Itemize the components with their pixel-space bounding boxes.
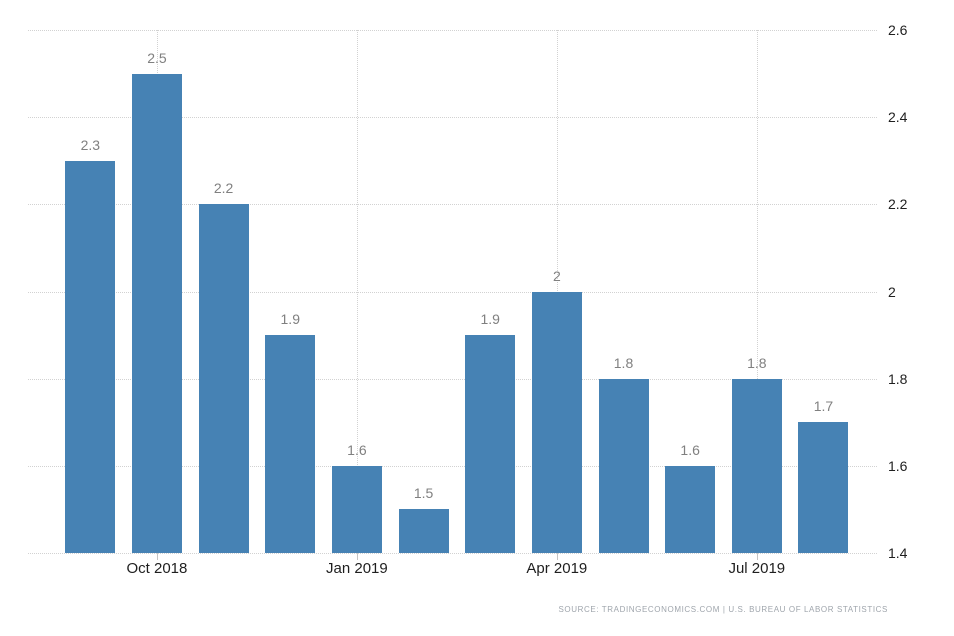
bar-value-label: 1.8 — [747, 354, 767, 371]
gridline-h — [28, 117, 877, 119]
x-axis-tick-mark — [556, 553, 558, 560]
bar-value-label: 1.7 — [813, 398, 834, 415]
bar-value-label: 2.2 — [213, 180, 234, 197]
x-axis-tick-label: Jan 2019 — [326, 560, 388, 577]
bar-6[interactable] — [465, 335, 516, 553]
bar-value-label: 1.9 — [480, 311, 500, 328]
gridline-h — [28, 30, 877, 31]
bar-value-label: 2.5 — [147, 49, 167, 66]
bar-value-label: 2.3 — [80, 136, 101, 153]
y-axis-tick-label: 1.4 — [888, 545, 908, 561]
y-axis-tick-label: 2.2 — [888, 196, 908, 213]
bar-5[interactable] — [398, 509, 449, 553]
y-axis-tick-label: 1.8 — [888, 370, 908, 387]
gridline-v — [756, 30, 758, 553]
x-axis-tick-mark — [756, 553, 758, 560]
y-axis-tick-label: 2.4 — [888, 109, 908, 126]
bar-value-label: 1.6 — [347, 441, 367, 458]
y-axis-tick-label: 2 — [888, 283, 896, 300]
bar-10[interactable] — [731, 378, 782, 553]
bar-4[interactable] — [331, 465, 382, 553]
gridline-h — [28, 465, 877, 467]
bar-2[interactable] — [198, 204, 249, 553]
bar-value-label: 1.8 — [613, 354, 634, 371]
bar-value-label: 1.6 — [680, 441, 700, 458]
bar-11[interactable] — [798, 422, 849, 553]
y-axis-tick-label: 2.6 — [888, 22, 908, 38]
gridline-h — [28, 204, 877, 206]
x-axis-tick-mark — [356, 553, 358, 560]
bar-3[interactable] — [265, 335, 316, 553]
gridline-h — [28, 553, 877, 554]
bar-0[interactable] — [65, 160, 116, 553]
source-attribution: SOURCE: TRADINGECONOMICS.COM | U.S. BURE… — [558, 605, 888, 614]
gridline-v — [356, 30, 358, 553]
bar-value-label: 1.5 — [413, 485, 434, 502]
y-axis-tick-label: 1.6 — [888, 457, 908, 474]
x-axis-tick-label: Jul 2019 — [728, 560, 786, 577]
bar-9[interactable] — [665, 465, 716, 553]
bar-1[interactable] — [131, 73, 182, 553]
gridline-h — [28, 291, 877, 293]
bar-value-label: 1.9 — [280, 311, 300, 328]
gridline-h — [28, 378, 877, 380]
x-axis-tick-label: Apr 2019 — [526, 560, 588, 577]
bar-7[interactable] — [531, 291, 582, 553]
bar-value-label: 2 — [552, 267, 561, 284]
bar-8[interactable] — [598, 378, 649, 553]
x-axis-tick-mark — [156, 553, 158, 560]
x-axis-tick-label: Oct 2018 — [126, 560, 188, 577]
